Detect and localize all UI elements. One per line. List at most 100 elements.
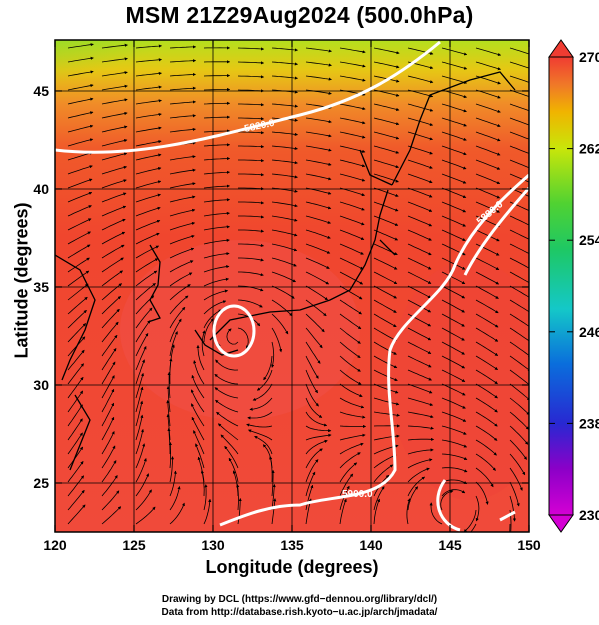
wind-arrow	[252, 383, 273, 401]
wind-arrow	[135, 428, 144, 455]
wind-arrow	[441, 257, 466, 270]
wind-arrow	[441, 47, 468, 56]
wind-arrow	[271, 173, 298, 179]
wind-arrow	[407, 476, 426, 497]
wind-arrow	[463, 509, 477, 532]
wind-arrow	[475, 355, 499, 371]
wind-arrow	[135, 359, 145, 385]
wind-arrow	[339, 131, 366, 139]
wind-arrow	[475, 397, 498, 413]
wind-arrow	[67, 363, 84, 385]
wind-arrow	[441, 215, 466, 227]
wind-arrow	[305, 411, 328, 427]
wind-arrow	[509, 495, 517, 522]
wind-arrow	[203, 484, 208, 511]
wind-arrow	[238, 131, 265, 135]
colorbar-tick-label: 238	[579, 415, 599, 431]
wind-arrow	[101, 43, 128, 49]
contour-se	[436, 479, 516, 532]
wind-arrow	[203, 115, 231, 119]
wind-arrow	[509, 341, 529, 358]
wind-arrow	[407, 75, 434, 84]
wind-arrow	[67, 376, 84, 399]
wind-arrow	[441, 355, 466, 369]
wind-arrow	[339, 299, 362, 315]
height-contours	[55, 40, 529, 532]
wind-arrow	[135, 283, 156, 301]
wind-arrow	[67, 270, 90, 287]
wind-arrow	[441, 229, 466, 241]
wind-arrow	[238, 257, 264, 262]
wind-arrow	[101, 71, 128, 77]
wind-arrow	[339, 229, 365, 240]
wind-arrow	[203, 238, 230, 245]
wind-arrow	[271, 313, 289, 335]
wind-arrow	[101, 139, 128, 147]
wind-arrow	[203, 265, 230, 273]
wind-arrow	[475, 313, 499, 328]
wind-arrow	[271, 187, 298, 193]
wind-arrow	[305, 439, 328, 455]
wind-arrow	[407, 173, 433, 184]
wind-arrow	[169, 59, 197, 63]
wind-arrow	[135, 85, 162, 91]
wind-arrow	[246, 423, 273, 428]
wind-arrow	[191, 374, 205, 399]
wind-arrow	[238, 243, 265, 248]
wind-arrow	[67, 178, 93, 189]
wind-arrow	[220, 434, 239, 455]
wind-arrow	[101, 84, 128, 91]
wind-arrow	[339, 452, 361, 469]
graticule	[55, 40, 529, 532]
wind-arrow	[373, 498, 380, 525]
wind-arrow	[67, 70, 94, 77]
y-axis: 25 30 35 40 45	[33, 83, 529, 491]
wind-arrow	[305, 448, 323, 469]
wind-arrow	[440, 490, 454, 511]
wind-arrow	[169, 234, 195, 245]
wind-arrow	[305, 271, 330, 285]
x-axis: 120 125 130 135 140 145 150	[43, 40, 541, 553]
wind-arrow	[406, 498, 411, 525]
wind-arrow	[67, 296, 88, 315]
wind-arrow	[238, 159, 265, 163]
wind-arrow	[271, 145, 298, 151]
wind-arrow	[305, 484, 314, 511]
wind-arrow	[407, 145, 433, 155]
wind-arrow	[407, 486, 419, 511]
wind-arrow	[203, 211, 230, 217]
wind-arrow	[339, 47, 366, 54]
wind-arrow	[373, 61, 400, 69]
wind-arrow	[271, 61, 299, 66]
wind-arrow	[373, 201, 399, 212]
wind-arrow	[509, 117, 529, 126]
wind-arrow	[509, 439, 527, 460]
wind-arrow	[305, 145, 332, 152]
wind-arrow	[135, 307, 153, 329]
wind-arrow	[373, 103, 400, 111]
wind-arrow	[135, 193, 162, 203]
wind-arrow	[203, 252, 230, 259]
wind-arrow	[475, 285, 499, 299]
wind-arrow	[407, 47, 434, 55]
wind-arrow	[475, 369, 498, 385]
wind-arrow	[509, 383, 529, 401]
wind-arrow	[271, 483, 276, 511]
wind-arrow	[407, 448, 434, 455]
wind-arrow	[135, 489, 152, 511]
wind-arrow	[339, 201, 365, 211]
wind-arrow	[305, 89, 332, 95]
wind-arrow	[169, 260, 194, 273]
wind-arrow	[509, 453, 526, 476]
wind-arrow	[169, 272, 193, 287]
wind-arrow	[67, 323, 87, 343]
wind-arrow	[238, 201, 265, 205]
contour-low	[212, 304, 256, 358]
colorbar-tick-label: 246	[579, 324, 599, 340]
wind-arrow	[441, 117, 467, 127]
wind-arrow	[475, 103, 501, 113]
wind-arrow	[101, 334, 118, 357]
wind-arrow	[101, 402, 115, 427]
wind-arrow	[228, 457, 239, 483]
wind-arrow	[475, 383, 498, 399]
